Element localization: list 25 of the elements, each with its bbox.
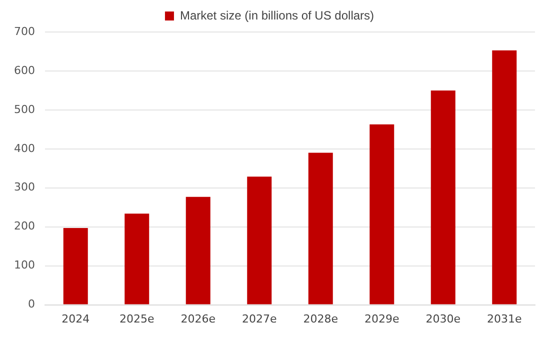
y-tick-label: 600 [14,64,35,77]
bar [63,228,88,304]
bar [308,152,333,304]
y-tick-label: 0 [28,298,35,311]
x-tick-label: 2030e [426,312,461,326]
y-tick-label: 200 [14,220,35,233]
x-tick-label: 2031e [486,312,522,326]
bar [370,124,394,304]
y-tick-label: 700 [14,24,35,38]
legend-label: Market size (in billions of US dollars) [180,8,374,22]
bar [430,90,456,304]
bar [186,196,210,304]
x-tick-label: 2029e [364,312,400,326]
bar [492,50,517,304]
y-tick-label: 400 [14,142,35,155]
x-tick-label: 2028e [303,312,338,326]
y-tick-label: 100 [14,258,35,272]
x-tick-label: 2026e [180,312,216,326]
bar [124,214,150,304]
x-tick-label: 2024 [62,312,90,326]
y-tick-label: 500 [14,102,35,116]
bar [247,176,272,304]
y-tick-label: 300 [14,180,35,194]
x-tick-label: 2025e [119,312,154,326]
x-tick-label: 2027e [242,312,277,326]
